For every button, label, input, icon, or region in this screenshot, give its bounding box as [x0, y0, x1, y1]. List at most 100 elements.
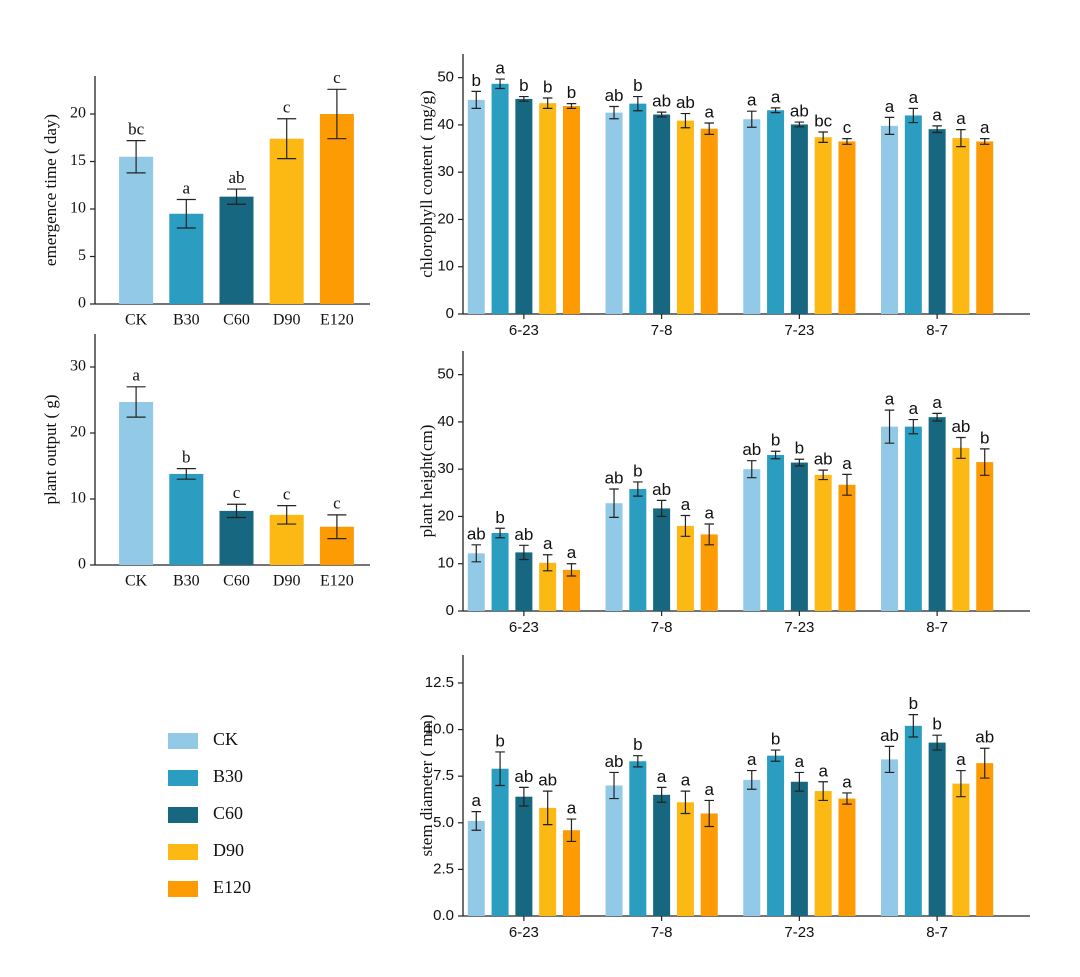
- x-tick-label: 7-8: [651, 322, 673, 339]
- bar: [491, 533, 509, 611]
- significance-letter: b: [633, 461, 642, 480]
- error-bar: [633, 481, 643, 497]
- error-bar: [656, 111, 667, 118]
- y-tick-label: 10: [437, 258, 454, 275]
- significance-letter: a: [567, 799, 577, 818]
- bar: [629, 489, 647, 611]
- bar: [269, 138, 304, 304]
- y-tick-label: 10: [70, 490, 86, 507]
- x-tick-label: 7-8: [651, 619, 673, 636]
- significance-letter: a: [885, 97, 895, 116]
- error-bar: [747, 110, 757, 128]
- bar: [605, 112, 623, 314]
- bar: [767, 110, 785, 314]
- bar: [515, 98, 533, 314]
- error-bar: [932, 734, 942, 751]
- error-bar: [519, 786, 529, 807]
- x-tick-label: C60: [223, 312, 250, 329]
- significance-letter: a: [132, 366, 140, 385]
- error-bar: [680, 112, 691, 129]
- error-bar: [471, 90, 482, 109]
- x-tick-label: CK: [125, 312, 148, 329]
- significance-letter: ab: [467, 524, 486, 543]
- bar: [676, 120, 694, 315]
- error-bar: [884, 409, 895, 444]
- y-tick-label: 20: [70, 105, 86, 122]
- error-bar: [818, 469, 828, 481]
- significance-letter: a: [909, 88, 919, 107]
- significance-letter: b: [543, 77, 552, 96]
- y-tick-label: 15: [70, 152, 86, 169]
- significance-letter: b: [980, 428, 989, 447]
- bar: [952, 447, 970, 611]
- error-bar: [884, 745, 895, 774]
- bar: [539, 562, 557, 611]
- bar: [790, 124, 808, 314]
- significance-letter: a: [681, 495, 691, 514]
- y-tick-label: 5.0: [433, 814, 454, 831]
- significance-letter: ab: [514, 525, 533, 544]
- bar: [467, 99, 485, 314]
- y-tick-label: 10: [437, 555, 454, 572]
- y-axis-label: plant output ( g): [41, 394, 60, 504]
- error-bar: [818, 781, 828, 802]
- bar: [629, 103, 647, 315]
- significance-letter: b: [495, 731, 504, 750]
- bar: [169, 213, 204, 304]
- significance-letter: b: [182, 448, 191, 467]
- bar: [676, 525, 694, 611]
- bar: [562, 569, 580, 611]
- y-tick-label: 40: [437, 413, 454, 430]
- bar: [790, 781, 808, 916]
- bar: [605, 785, 623, 916]
- significance-letter: ab: [676, 93, 695, 112]
- error-bar: [956, 769, 966, 798]
- bar: [767, 455, 785, 611]
- bar: [539, 103, 557, 314]
- y-tick-label: 30: [437, 460, 454, 477]
- y-tick-label: 0: [446, 305, 454, 322]
- error-bar: [979, 448, 990, 476]
- error-bar: [842, 138, 852, 145]
- bar: [976, 763, 994, 916]
- error-bar: [956, 436, 966, 459]
- significance-letter: a: [681, 771, 691, 790]
- y-tick-label: 12.5: [425, 674, 454, 691]
- legend-swatch: [168, 844, 198, 860]
- error-bar: [747, 769, 757, 790]
- bar: [605, 503, 623, 611]
- significance-letter: ab: [605, 469, 624, 488]
- significance-letter: a: [771, 87, 781, 106]
- bar: [881, 759, 899, 916]
- significance-letter: ab: [652, 480, 671, 499]
- significance-letter: b: [495, 508, 504, 527]
- error-bar: [633, 95, 643, 112]
- error-bar: [770, 450, 781, 460]
- significance-letter: a: [704, 103, 714, 122]
- error-bar: [226, 503, 247, 519]
- y-tick-label: 10: [70, 200, 86, 217]
- bar: [700, 813, 718, 916]
- error-bar: [519, 95, 529, 102]
- x-tick-label: 8-7: [926, 322, 948, 339]
- error-bar: [747, 460, 757, 479]
- bar: [928, 129, 946, 314]
- y-tick-label: 20: [70, 424, 86, 441]
- x-tick-label: 7-8: [651, 924, 673, 941]
- error-bar: [818, 131, 828, 143]
- y-tick-label: 10.0: [425, 721, 454, 738]
- x-tick-label: 6-23: [509, 619, 539, 636]
- y-axis-label: stem diameter ( mm): [417, 714, 436, 856]
- x-tick-label: D90: [273, 312, 301, 329]
- y-axis-label: chlorophyll content ( mg/g): [417, 90, 436, 277]
- error-bar: [680, 514, 691, 537]
- error-bar: [495, 751, 505, 787]
- error-bar: [908, 418, 919, 435]
- significance-letter: a: [818, 761, 828, 780]
- significance-letter: ab: [605, 752, 624, 771]
- error-bar: [979, 747, 990, 779]
- error-bar: [794, 121, 805, 128]
- bar: [928, 742, 946, 916]
- x-tick-label: E120: [320, 312, 354, 329]
- legend-label: B30: [213, 766, 243, 786]
